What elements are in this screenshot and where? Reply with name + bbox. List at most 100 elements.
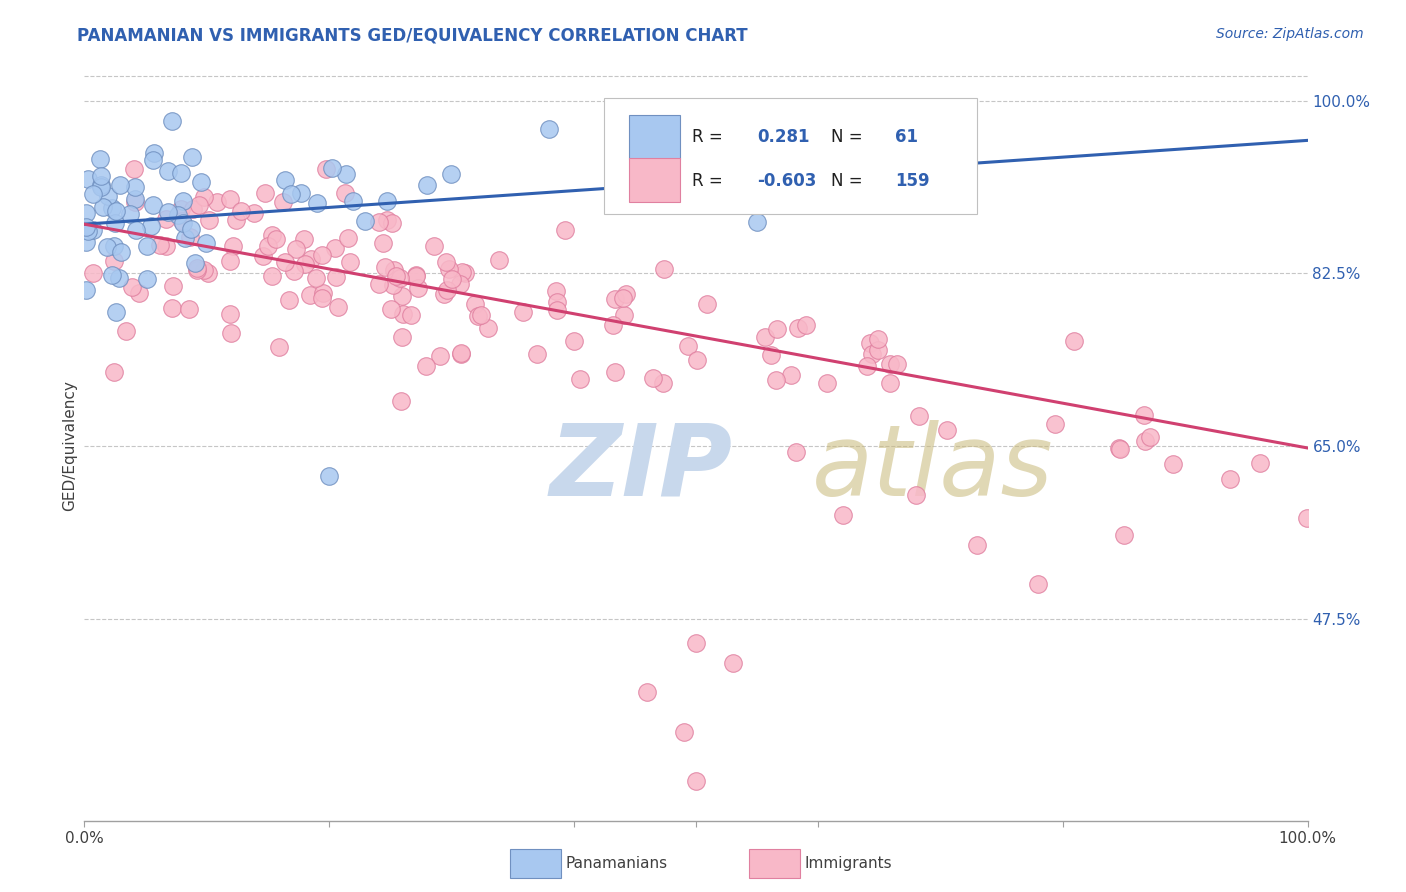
Point [544,284,567,298]
Point [1163,457,1185,471]
Point [333,186,356,201]
Point [160,301,183,315]
Point [538,121,561,136]
Point [142,198,165,212]
Point [886,357,908,371]
Point [149,237,172,252]
Point [385,268,408,283]
Text: 0.281: 0.281 [758,128,810,146]
Point [1219,471,1241,485]
Point [173,230,195,244]
Point [184,255,207,269]
Point [554,223,576,237]
Point [696,297,718,311]
Point [636,685,658,699]
Text: -0.603: -0.603 [758,172,817,190]
Point [219,326,242,340]
Point [280,186,302,201]
Point [205,195,228,210]
Text: atlas: atlas [813,420,1054,517]
Point [335,167,357,181]
Point [643,371,665,385]
Point [422,239,444,253]
Point [831,508,853,522]
Point [612,291,634,305]
Point [405,268,427,283]
Point [91,200,114,214]
Point [155,239,177,253]
Point [325,269,347,284]
Point [614,287,637,301]
Point [318,468,340,483]
Point [77,171,100,186]
Text: Source: ZipAtlas.com: Source: ZipAtlas.com [1216,27,1364,41]
Point [82,223,104,237]
Point [162,114,184,128]
Point [299,252,322,266]
Point [139,219,162,233]
Point [76,224,98,238]
Point [440,272,463,286]
Point [440,167,463,181]
Point [685,636,707,650]
Point [124,192,146,206]
Point [747,214,769,228]
Point [437,261,460,276]
Point [103,216,125,230]
Point [860,347,883,361]
Point [194,235,217,250]
Point [672,725,695,739]
Point [905,488,928,502]
Point [96,240,118,254]
Point [787,320,810,334]
Point [82,267,104,281]
Point [754,330,776,344]
Point [305,271,328,285]
Point [477,320,499,334]
Point [391,289,413,303]
Point [124,195,146,210]
Point [166,208,188,222]
Point [1114,527,1136,541]
Text: PANAMANIAN VS IMMIGRANTS GED/EQUIVALENCY CORRELATION CHART: PANAMANIAN VS IMMIGRANTS GED/EQUIVALENCY… [77,27,748,45]
FancyBboxPatch shape [605,97,977,214]
Point [135,272,157,286]
Point [450,346,472,360]
Point [546,295,568,310]
Point [464,296,486,310]
Text: R =: R = [692,128,728,146]
Point [311,291,333,305]
Point [794,318,817,332]
Point [103,239,125,253]
Point [429,349,451,363]
Point [602,318,624,333]
Point [470,308,492,322]
Point [436,283,458,297]
Point [859,335,882,350]
Point [367,277,389,291]
Point [169,208,191,222]
Point [1109,442,1132,457]
Point [181,202,204,216]
Point [193,262,215,277]
FancyBboxPatch shape [628,115,681,159]
Point [103,253,125,268]
Point [260,269,283,284]
Point [416,178,439,192]
Point [114,324,136,338]
Point [162,279,184,293]
Point [546,302,568,317]
Y-axis label: GED/Equivalency: GED/Equivalency [62,381,77,511]
Point [260,227,283,242]
Point [526,347,548,361]
Point [82,187,104,202]
Point [454,267,477,281]
Point [450,265,472,279]
Point [339,255,361,269]
Point [219,254,242,268]
Text: Immigrants: Immigrants [804,856,891,871]
Point [108,271,131,285]
Point [75,283,97,297]
Point [652,261,675,276]
Point [375,212,398,227]
